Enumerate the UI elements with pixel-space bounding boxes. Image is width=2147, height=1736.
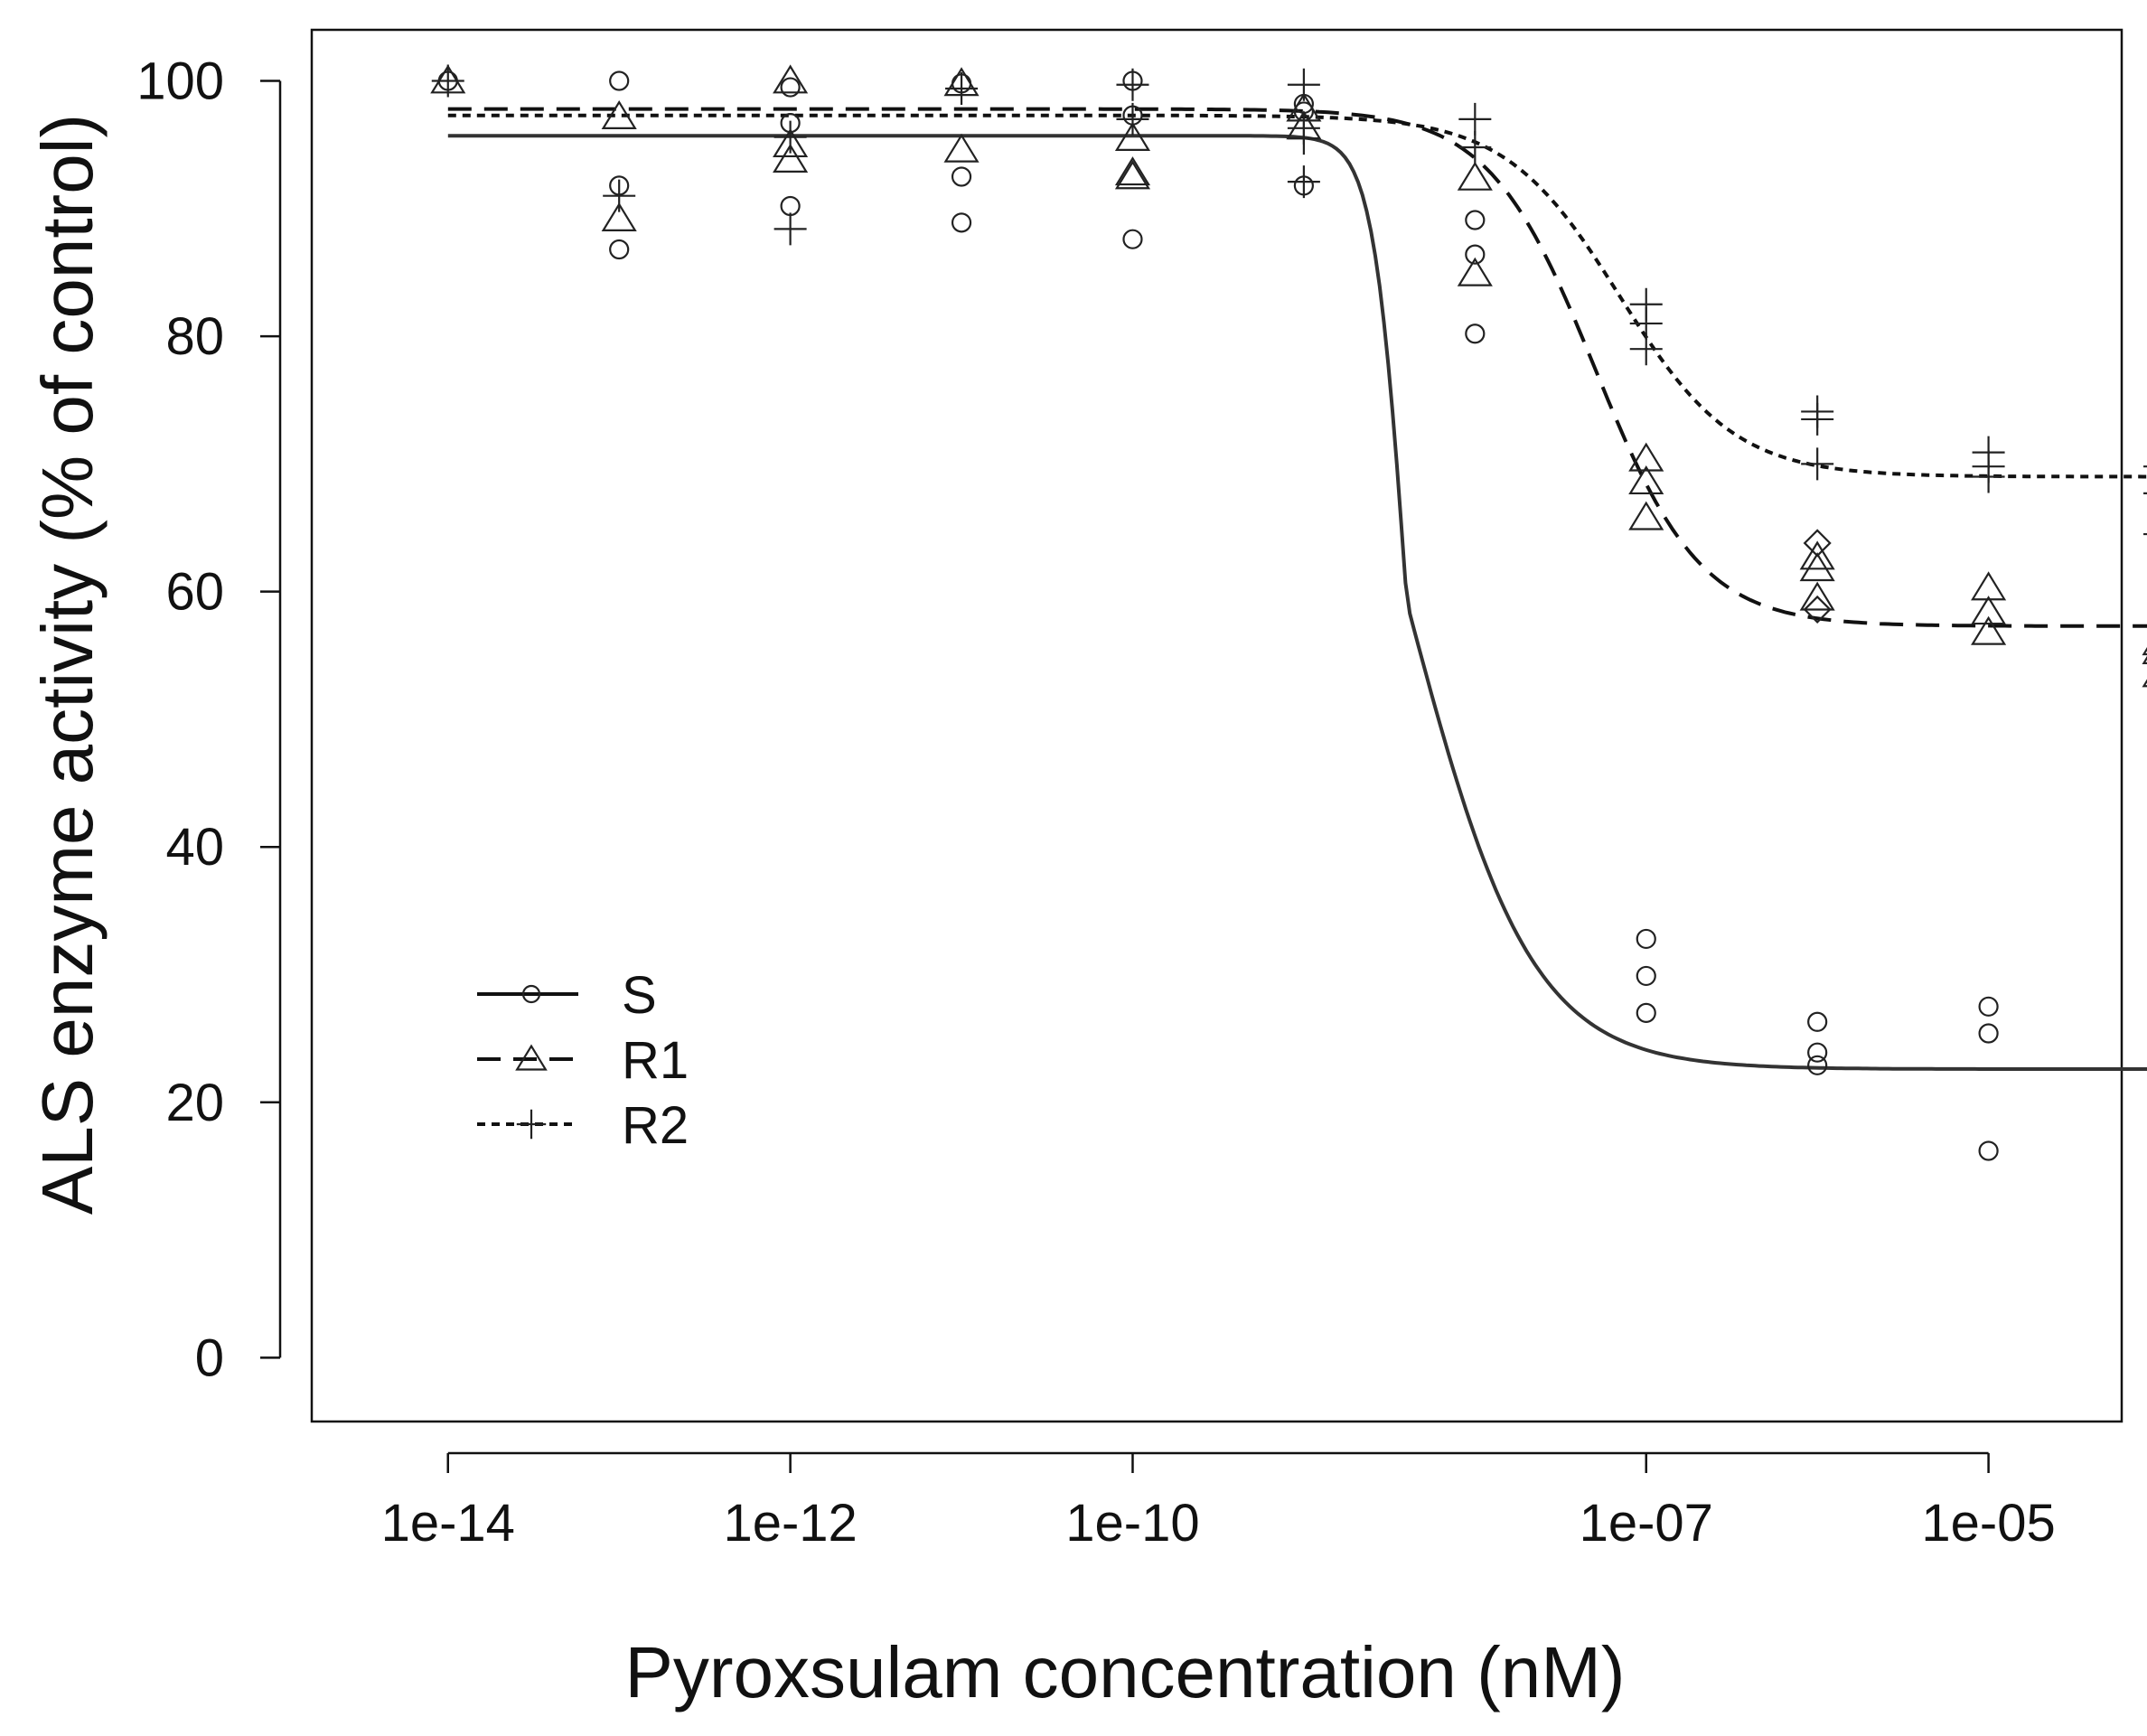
- legend: S R1 R2: [477, 966, 689, 1155]
- x-tick-label: 1e-10: [1065, 1494, 1199, 1553]
- data-point-r1: [1799, 552, 1835, 582]
- data-point-r1: [1628, 501, 1664, 530]
- data-point-r2: [773, 120, 807, 154]
- data-point-r1: [1628, 442, 1664, 472]
- y-tick-label: 60: [165, 563, 224, 622]
- plot-frame: [310, 28, 2124, 1423]
- data-point-s: [609, 239, 630, 260]
- data-point-r2: [1801, 447, 1834, 481]
- data-point-r2: [1287, 122, 1320, 155]
- data-point-s: [1636, 928, 1656, 950]
- data-point-r1: [601, 202, 637, 232]
- data-point-extra: [1803, 595, 1832, 624]
- x-axis: 1e-14 1e-12 1e-10 1e-07 1e-05: [381, 1451, 2056, 1553]
- legend-marker-s: [521, 984, 541, 1004]
- data-point-r2: [773, 212, 807, 246]
- data-point-r1: [943, 133, 980, 163]
- data-point-r1: [1114, 156, 1151, 186]
- data-point-r1: [1799, 581, 1835, 611]
- y-tick-label: 0: [195, 1328, 224, 1387]
- data-point-r1: [1971, 596, 2007, 625]
- legend-label-s: S: [622, 966, 657, 1025]
- fit-curve-r2: [447, 113, 2147, 479]
- data-point-r2: [1116, 68, 1149, 101]
- data-point-r2: [1287, 68, 1320, 101]
- y-axis: 0 20 40 60 80 100: [136, 52, 282, 1387]
- data-point-r1: [1971, 615, 2007, 645]
- data-point-r1: [1114, 160, 1151, 190]
- data-point-s: [951, 166, 972, 187]
- data-point-r1: [773, 64, 809, 94]
- data-point-s: [1807, 1055, 1828, 1075]
- data-point-r1: [773, 128, 809, 158]
- data-point-r2: [1458, 130, 1492, 164]
- data-point-r2: [1972, 460, 2005, 493]
- legend-marker-r1: [515, 1044, 548, 1071]
- data-point-r2: [431, 64, 464, 98]
- data-point-s: [1636, 965, 1656, 987]
- x-tick-label: 1e-05: [1921, 1494, 2055, 1553]
- x-tick-label: 1e-12: [723, 1494, 857, 1553]
- x-tick-label: 1e-14: [381, 1494, 515, 1553]
- data-point-r1: [1457, 161, 1493, 191]
- data-point-r2: [1629, 333, 1663, 366]
- data-point-r2: [945, 71, 979, 105]
- data-point-r1: [1628, 465, 1664, 495]
- data-point-s: [780, 77, 801, 98]
- data-point-s: [1465, 210, 1486, 230]
- y-tick-label: 100: [136, 52, 224, 111]
- data-point-s: [1807, 1042, 1828, 1063]
- data-point-s: [1807, 1011, 1828, 1032]
- data-point-r1: [1799, 540, 1835, 570]
- y-tick-label: 20: [165, 1074, 224, 1132]
- data-point-s: [609, 70, 630, 91]
- data-point-r1: [1114, 121, 1151, 151]
- data-point-r2: [1458, 102, 1492, 136]
- data-point-r1: [773, 144, 809, 174]
- data-point-r2: [1801, 402, 1834, 436]
- legend-label-r1: R1: [622, 1031, 689, 1090]
- data-point-s: [1465, 244, 1486, 265]
- data-point-s: [1122, 229, 1143, 249]
- data-point-s: [1465, 324, 1486, 344]
- data-point-r2: [603, 179, 636, 212]
- legend-label-r2: R2: [622, 1096, 689, 1155]
- data-point-s: [951, 212, 972, 233]
- data-point-r1: [1457, 257, 1493, 286]
- x-axis-title: Pyroxsulam concentration (nM): [624, 1632, 1625, 1713]
- fit-curve-r1: [447, 107, 2147, 628]
- data-points: [430, 64, 2147, 1161]
- data-point-r2: [1116, 102, 1149, 136]
- y-axis-title: ALS enzyme activity (% of control): [27, 114, 108, 1215]
- data-point-s: [1978, 1023, 1999, 1044]
- data-point-s: [1636, 1002, 1656, 1023]
- data-point-r1: [601, 99, 637, 129]
- x-tick-label: 1e-07: [1580, 1494, 1713, 1553]
- data-point-s: [1978, 1140, 1999, 1161]
- y-tick-label: 80: [165, 307, 224, 366]
- data-point-s: [1978, 996, 1999, 1017]
- y-tick-label: 40: [165, 818, 224, 877]
- data-point-extra: [1803, 529, 1832, 558]
- plot-area-border: [310, 28, 2124, 1423]
- legend-marker-r2: [516, 1109, 547, 1140]
- data-point-r2: [1287, 165, 1320, 199]
